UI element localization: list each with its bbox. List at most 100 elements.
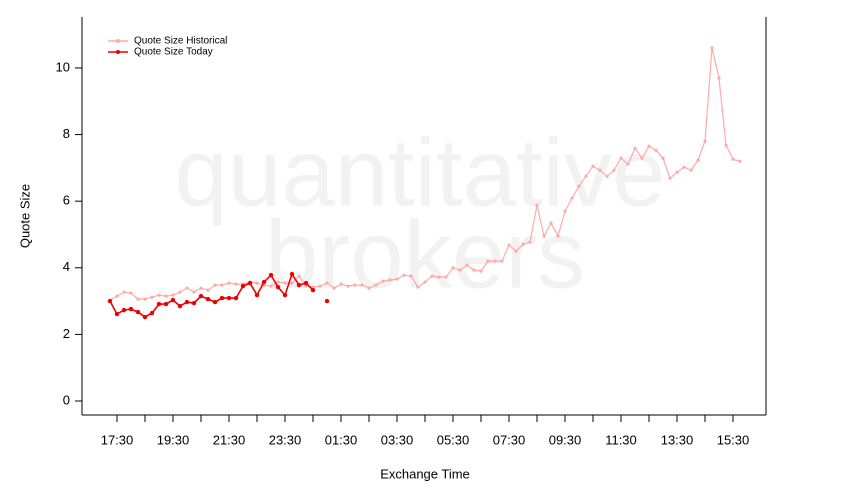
point [325, 281, 329, 285]
point [226, 295, 232, 301]
point [367, 286, 371, 290]
point [115, 294, 119, 298]
point [289, 271, 295, 277]
point [724, 143, 728, 147]
point [661, 156, 665, 160]
point [493, 259, 497, 263]
point [500, 259, 504, 263]
point [409, 274, 413, 278]
point [227, 281, 231, 285]
x-tick-label: 11:30 [605, 432, 637, 447]
point [220, 283, 224, 287]
x-tick-label: 21:30 [213, 432, 246, 447]
x-tick-label: 05:30 [437, 432, 470, 447]
point [710, 46, 714, 50]
point [135, 309, 141, 315]
point [696, 158, 700, 162]
point [703, 139, 707, 143]
point [451, 266, 455, 270]
point [234, 282, 238, 286]
point [129, 291, 133, 295]
point [114, 311, 120, 317]
point [717, 76, 721, 80]
point [542, 234, 546, 238]
point [255, 281, 259, 285]
watermark: brokers [265, 201, 585, 308]
point [268, 272, 274, 278]
point [247, 280, 253, 286]
point [479, 269, 483, 273]
x-axis-label: Exchange Time [380, 466, 470, 481]
point [142, 314, 148, 320]
point [282, 292, 288, 298]
point [332, 286, 336, 290]
point [430, 274, 434, 278]
point [402, 273, 406, 277]
point [556, 234, 560, 238]
point [178, 290, 182, 294]
point [296, 282, 302, 288]
point [283, 281, 287, 285]
point [192, 290, 196, 294]
point [731, 157, 735, 161]
point [219, 295, 225, 301]
point [199, 286, 203, 290]
point [121, 307, 127, 313]
point [290, 281, 294, 285]
y-tick-label: 8 [63, 126, 70, 141]
point [640, 156, 644, 160]
point [185, 286, 189, 290]
point [444, 275, 448, 279]
point [254, 292, 260, 298]
point [381, 279, 385, 283]
x-tick-label: 13:30 [661, 432, 694, 447]
legend-label: Quote Size Today [134, 47, 213, 58]
point [472, 268, 476, 272]
point [163, 301, 169, 307]
point [423, 280, 427, 284]
point [619, 156, 623, 160]
point [437, 275, 441, 279]
point [269, 284, 273, 288]
point [528, 240, 532, 244]
point [346, 284, 350, 288]
y-tick-label: 10 [56, 59, 70, 74]
y-tick-label: 0 [63, 392, 70, 407]
x-tick-label: 15:30 [717, 432, 750, 447]
point [605, 174, 609, 178]
point [297, 274, 301, 278]
y-tick-label: 4 [63, 259, 70, 274]
point [388, 278, 392, 282]
point [521, 242, 525, 246]
point [177, 303, 183, 309]
point [171, 293, 175, 297]
point [416, 285, 420, 289]
point [150, 295, 154, 299]
point [591, 164, 595, 168]
point [626, 162, 630, 166]
point [170, 297, 176, 303]
x-tick-label: 23:30 [269, 432, 302, 447]
point [304, 284, 308, 288]
point [374, 283, 378, 287]
watermark: quantitative [174, 119, 665, 226]
point [360, 283, 364, 287]
point [465, 263, 469, 267]
point [191, 300, 197, 306]
point [205, 296, 211, 302]
point [612, 168, 616, 172]
point [514, 249, 518, 253]
point [157, 293, 161, 297]
point [240, 283, 246, 289]
legend-marker [116, 50, 120, 54]
point [584, 174, 588, 178]
point [318, 284, 322, 288]
point [633, 146, 637, 150]
y-tick-label: 6 [63, 193, 70, 208]
y-tick-label: 2 [63, 326, 70, 341]
point [206, 288, 210, 292]
y-axis-label: Quote Size [17, 184, 32, 248]
point [738, 159, 742, 163]
point [339, 282, 343, 286]
